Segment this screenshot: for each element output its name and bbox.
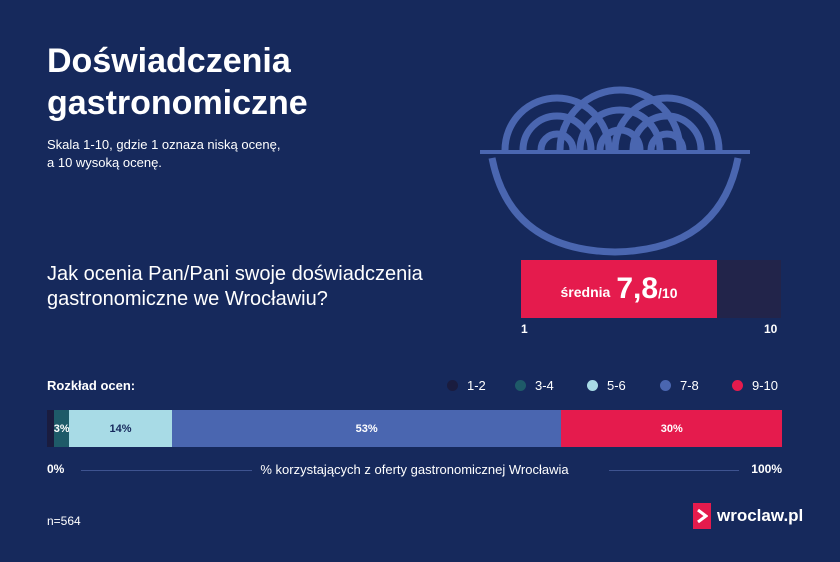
page-title: Doświadczenia gastronomiczne [47, 42, 308, 122]
average-denominator: /10 [658, 285, 678, 301]
bar-segment-label: 30% [660, 422, 683, 435]
sample-size: n=564 [47, 514, 81, 528]
legend-item-5-6: 5-6 [587, 378, 626, 393]
legend-label: 3-4 [535, 378, 554, 393]
bar-segment-label: 14% [109, 422, 132, 435]
bar-segment-label: 53% [355, 422, 378, 435]
distribution-label: Rozkład ocen: [47, 378, 136, 393]
bar-segment-9-10: 30% [561, 410, 782, 447]
question-text: Jak ocenia Pan/Pani swoje doświadczenia … [47, 263, 423, 310]
bar-segment-5-6: 14% [69, 410, 172, 447]
legend-swatch [732, 380, 743, 391]
x-axis-min-label: 0% [47, 462, 65, 476]
legend-swatch [447, 380, 458, 391]
legend-swatch [587, 380, 598, 391]
axis-line-left [81, 470, 261, 471]
legend-item-1-2: 1-2 [447, 378, 486, 393]
bar-segment-1-2 [47, 410, 55, 447]
brand-logo[interactable]: wroclaw.pl [693, 503, 803, 529]
legend-item-7-8: 7-8 [660, 378, 699, 393]
legend-swatch [660, 380, 671, 391]
average-value: 7,8 [616, 272, 659, 305]
average-label: średnia [560, 284, 611, 300]
bar-segment-7-8: 53% [171, 410, 562, 447]
chart-legend: 1-2 3-4 5-6 7-8 9-10 [447, 378, 782, 394]
legend-label: 1-2 [467, 378, 486, 393]
axis-line-right [609, 470, 739, 471]
legend-label: 5-6 [607, 378, 626, 393]
x-axis-caption-text: % korzystających z oferty gastronomiczne… [252, 462, 577, 477]
x-axis-max-label: 100% [751, 462, 782, 476]
legend-label: 7-8 [680, 378, 699, 393]
x-axis: % korzystających z oferty gastronomiczne… [47, 462, 782, 478]
chevron-right-icon [693, 503, 711, 529]
legend-item-3-4: 3-4 [515, 378, 554, 393]
noodle-bowl-icon [480, 86, 750, 256]
gauge-max-label: 10 [764, 322, 778, 336]
legend-swatch [515, 380, 526, 391]
average-gauge-fill: średnia 7,8 /10 [521, 260, 717, 318]
stacked-bar: 3% 14% 53% 30% [47, 410, 782, 447]
average-gauge: średnia 7,8 /10 [521, 260, 781, 318]
bar-segment-label: 3% [53, 422, 70, 435]
x-axis-caption: % korzystających z oferty gastronomiczne… [47, 462, 782, 477]
bar-segment-3-4: 3% [53, 410, 70, 447]
brand-name: wroclaw.pl [717, 506, 804, 525]
legend-label: 9-10 [752, 378, 779, 393]
gauge-min-label: 1 [521, 322, 528, 336]
legend-item-9-10: 9-10 [732, 378, 778, 393]
page-subtitle: Skala 1-10, gdzie 1 oznaza niską ocenę, … [47, 137, 281, 170]
